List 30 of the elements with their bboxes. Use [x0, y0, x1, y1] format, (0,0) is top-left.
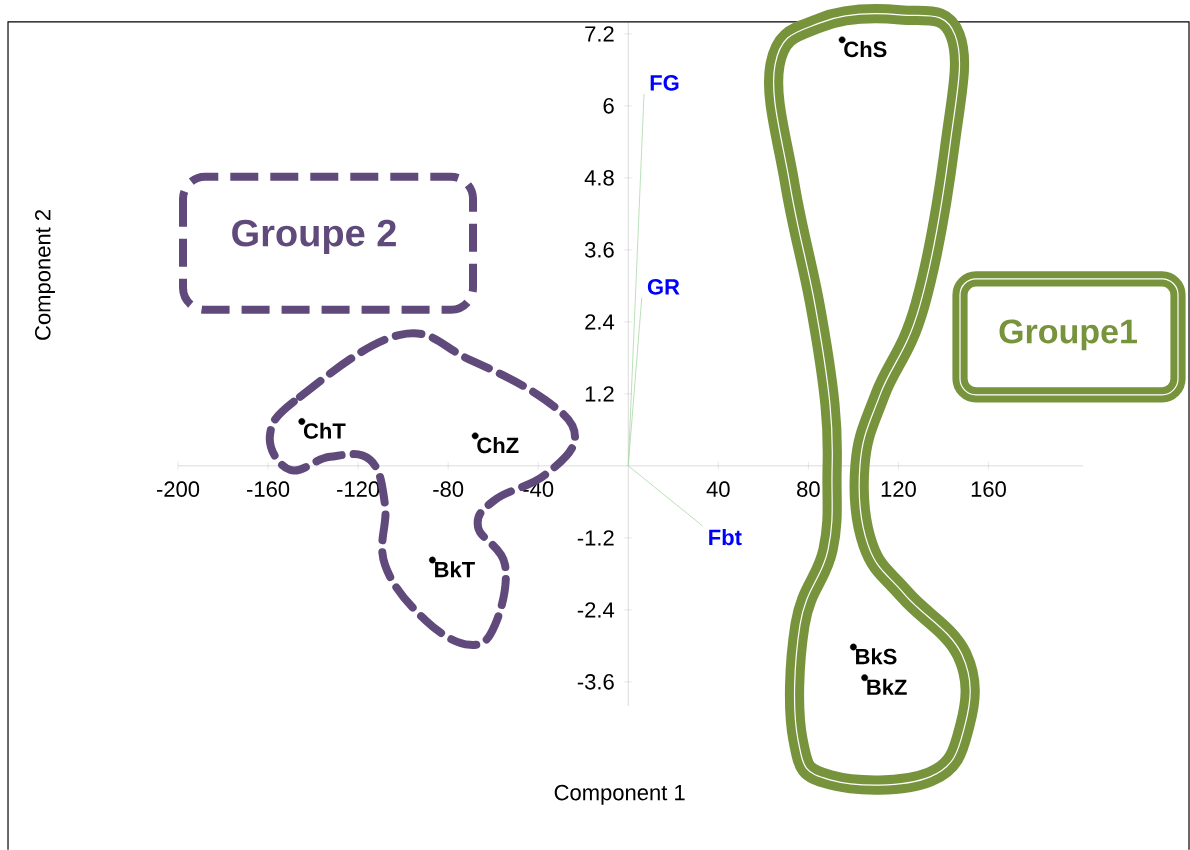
series-label: ChZ	[477, 436, 519, 453]
x-tick-label: -120	[337, 481, 380, 497]
y-tick-label: 3.6	[584, 241, 614, 258]
x-tick-label: 80	[797, 481, 820, 497]
y-tick-label: -3.6	[577, 673, 614, 690]
series-label: BkT	[435, 561, 475, 577]
y-tick-label: 1.2	[585, 385, 614, 402]
x-tick-label: -160	[247, 481, 290, 497]
y-tick-label: -1.2	[577, 529, 614, 546]
y-tick-label: 2.4	[585, 313, 615, 330]
x-axis-title: Component 1	[554, 784, 685, 805]
annotation: Groupe 2	[232, 219, 396, 254]
x-tick-label: 40	[706, 481, 730, 497]
y-tick-label: 7.2	[585, 25, 614, 42]
x-tick-label: 120	[881, 481, 916, 497]
series-label: FG	[650, 74, 679, 91]
series-label: ChT	[303, 422, 346, 439]
y-tick-label: 4.8	[584, 169, 614, 186]
y-tick-label: 6	[603, 97, 614, 114]
annotation: Groupe1	[999, 319, 1137, 351]
series-label: ChS	[844, 40, 887, 57]
series-label: GR	[647, 278, 680, 295]
x-tick-label: -80	[433, 481, 464, 497]
x-tick-label: 160	[971, 481, 1006, 497]
x-tick-label: -200	[156, 481, 200, 497]
y-axis-title: Component 2	[34, 209, 55, 340]
series-label: BkZ	[867, 678, 907, 695]
series-label: BkS	[856, 648, 897, 665]
y-tick-label: -2.4	[577, 601, 615, 618]
series-label: Fbt	[709, 528, 742, 545]
